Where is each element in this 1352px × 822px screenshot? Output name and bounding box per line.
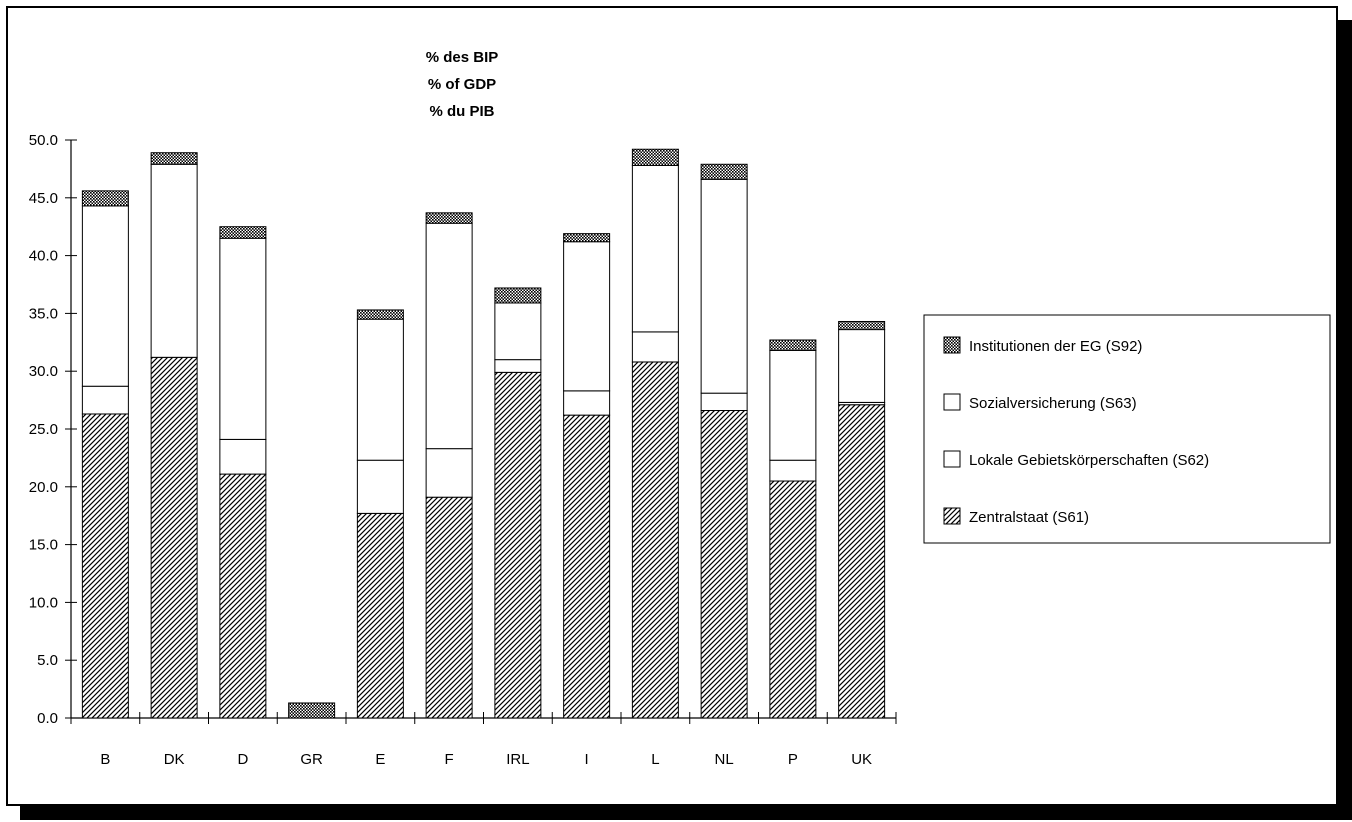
bar-segment <box>425 448 473 498</box>
y-tick-label: 35.0 <box>29 305 58 322</box>
bar-stack <box>81 190 129 719</box>
legend-swatch <box>943 336 961 354</box>
x-tick-label: NL <box>715 751 734 768</box>
x-tick-label: P <box>788 751 798 768</box>
y-tick-label: 30.0 <box>29 363 58 380</box>
y-tick-label: 20.0 <box>29 479 58 496</box>
x-tick-label: L <box>651 751 659 768</box>
bar-segment <box>563 414 611 719</box>
bar-segment <box>81 385 129 415</box>
bar-segment <box>288 702 336 719</box>
legend-swatch <box>943 393 961 411</box>
x-tick-label: GR <box>300 751 323 768</box>
legend-label: Sozialversicherung (S63) <box>969 395 1137 412</box>
legend-item: Institutionen der EG (S92) <box>943 336 1142 355</box>
bar-stack <box>838 320 886 719</box>
x-tick-label: E <box>375 751 385 768</box>
bar-segment <box>81 205 129 387</box>
bar-segment <box>700 392 748 412</box>
y-tick-label: 40.0 <box>29 248 58 265</box>
bar-segment <box>838 404 886 719</box>
y-tick-label: 10.0 <box>29 594 58 611</box>
bar-segment <box>631 148 679 166</box>
bar-segment <box>81 413 129 719</box>
bar-segment <box>769 459 817 482</box>
bar-segment <box>494 287 542 304</box>
bar-segment <box>838 320 886 331</box>
y-tick-label: 5.0 <box>37 652 58 669</box>
bar-segment <box>219 438 267 475</box>
bar-segment <box>150 163 198 358</box>
bar-segment <box>219 226 267 239</box>
x-tick-label: D <box>237 751 248 768</box>
y-tick-label: 25.0 <box>29 421 58 438</box>
legend-box <box>923 314 1331 544</box>
bar-segment <box>150 356 198 719</box>
bar-segment <box>563 241 611 392</box>
bar-stack <box>219 226 267 719</box>
y-tick-label: 0.0 <box>37 710 58 727</box>
bar-segment <box>563 233 611 243</box>
bar-segment <box>494 371 542 719</box>
bar-segment <box>563 390 611 416</box>
x-tick-label: DK <box>164 751 185 768</box>
chart-title: % des BIP % of GDP % du PIB <box>426 49 499 120</box>
legend-label: Lokale Gebietskörperschaften (S62) <box>969 452 1209 469</box>
y-tick-label: 50.0 <box>29 132 58 149</box>
bar-segment <box>769 339 817 351</box>
bar-segment <box>150 152 198 165</box>
bar-segment <box>356 318 404 461</box>
chart-title-line-2: % of GDP <box>428 76 496 93</box>
bar-segment <box>700 178 748 394</box>
chart-legend: Institutionen der EG (S92) Sozialversiche… <box>923 314 1331 544</box>
bar-stack <box>563 233 611 719</box>
bar-stack <box>288 702 336 719</box>
bar-stack <box>769 339 817 719</box>
bar-segment <box>494 359 542 373</box>
bar-segment <box>700 410 748 719</box>
legend-swatch <box>943 507 961 525</box>
legend-item: Sozialversicherung (S63) <box>943 393 1137 412</box>
bar-segment <box>356 512 404 719</box>
chart-title-line-1: % des BIP <box>426 49 499 66</box>
bar-segment <box>219 473 267 719</box>
legend-item: Zentralstaat (S61) <box>943 507 1089 526</box>
bar-stack <box>494 287 542 719</box>
legend-item: Lokale Gebietskörperschaften (S62) <box>943 450 1209 469</box>
bar-segment <box>631 164 679 333</box>
legend-label: Institutionen der EG (S92) <box>969 338 1142 355</box>
bar-segment <box>425 496 473 719</box>
x-tick-label: B <box>100 751 110 768</box>
legend-label: Zentralstaat (S61) <box>969 509 1089 526</box>
bar-segment <box>838 329 886 403</box>
bar-segment <box>425 222 473 450</box>
bar-segment <box>769 480 817 719</box>
chart-title-line-3: % du PIB <box>429 103 494 120</box>
x-tick-label: UK <box>851 751 872 768</box>
legend-swatch <box>943 450 961 468</box>
chart-axes: 0.0 5.0 10.0 15.0 20.0 25.0 30.0 35.0 40.0 45.0 50… <box>29 132 897 768</box>
bar-stack <box>356 309 404 719</box>
y-tick-label: 45.0 <box>29 190 58 207</box>
bar-segment <box>494 302 542 361</box>
bar-segment <box>219 237 267 440</box>
bar-segment <box>631 331 679 363</box>
x-tick-label: IRL <box>506 751 529 768</box>
x-tick-label: F <box>445 751 454 768</box>
x-tick-label: I <box>585 751 589 768</box>
bar-segment <box>356 309 404 320</box>
chart-bars <box>81 148 886 719</box>
y-tick-label: 15.0 <box>29 537 58 554</box>
bar-segment <box>700 163 748 180</box>
bar-stack <box>150 152 198 719</box>
bar-segment <box>769 349 817 461</box>
bar-stack <box>425 212 473 719</box>
bar-segment <box>356 459 404 514</box>
bar-stack <box>700 163 748 719</box>
bar-stack <box>631 148 679 719</box>
bar-segment <box>425 212 473 224</box>
bar-segment <box>81 190 129 207</box>
bar-segment <box>631 361 679 719</box>
